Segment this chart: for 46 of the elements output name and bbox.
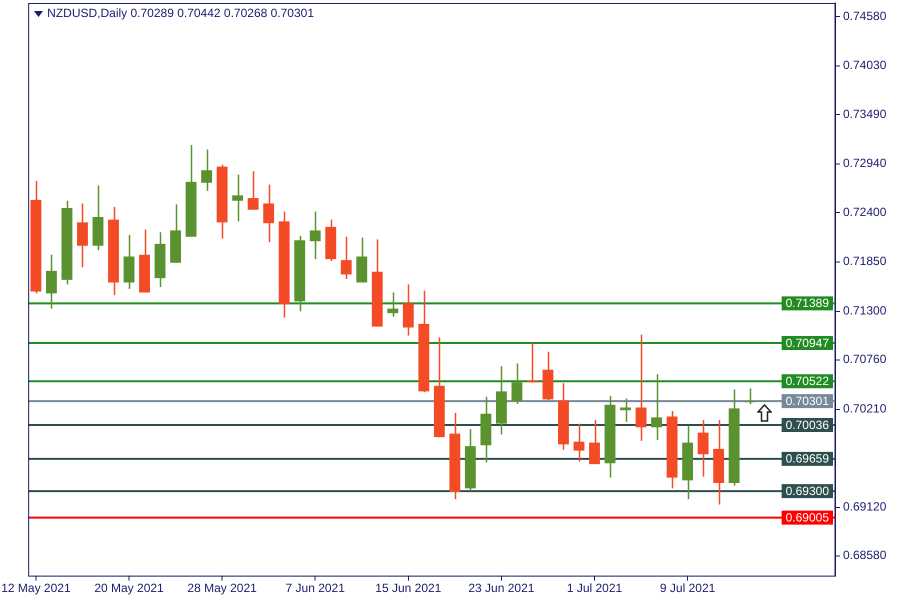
y-tick-label: 0.73490 (843, 106, 887, 121)
x-tick-label: 20 May 2021 (94, 581, 164, 596)
y-tick-label: 0.70760 (843, 352, 887, 366)
chart-title: NZDUSD,Daily 0.70289 0.70442 0.70268 0.70301 (47, 6, 314, 20)
ref-line-label: 0.69300 (786, 484, 830, 498)
x-tick-label: 1 Jul 2021 (566, 581, 623, 596)
x-tick-label: 28 May 2021 (187, 581, 258, 596)
candlestick (636, 334, 646, 442)
candlestick (651, 373, 662, 441)
y-tick-label: 0.68580 (843, 548, 887, 562)
candlestick (232, 174, 244, 222)
ref-line-label: 0.71389 (786, 296, 830, 310)
candlestick (589, 419, 600, 465)
ref-line-label: 0.70301 (786, 394, 830, 408)
candlestick (527, 342, 538, 384)
candlestick (263, 184, 274, 243)
candlestick (340, 236, 352, 280)
y-tick-label: 0.69120 (843, 500, 887, 514)
candlestick (620, 398, 631, 423)
y-tick-label: 0.74580 (843, 8, 887, 23)
candlestick (310, 210, 321, 260)
y-tick-label: 0.72940 (843, 156, 887, 170)
ref-line-label: 0.70522 (786, 374, 830, 388)
ref-line-label: 0.69005 (786, 510, 830, 524)
ref-line-label: 0.70036 (786, 418, 830, 432)
y-tick-label: 0.72400 (843, 204, 887, 219)
ref-line-label: 0.69659 (786, 452, 830, 466)
x-tick-label: 7 Jun 2021 (286, 581, 346, 596)
candlestick (574, 422, 584, 462)
x-tick-label: 12 May 2021 (1, 581, 71, 596)
y-tick-label: 0.71300 (843, 304, 887, 318)
x-tick-label: 15 Jun 2021 (375, 581, 442, 596)
candlestick (744, 388, 756, 405)
candlestick (201, 148, 212, 192)
ref-line-label: 0.70947 (786, 336, 830, 350)
y-tick-label: 0.70210 (843, 402, 887, 416)
candlestick (511, 362, 522, 405)
candlestick (77, 202, 88, 268)
y-tick-label: 0.74030 (843, 58, 887, 72)
candlestick (46, 254, 57, 310)
candlestick (698, 419, 709, 478)
y-tick-label: 0.71850 (843, 254, 887, 268)
x-tick-label: 23 Jun 2021 (468, 581, 535, 596)
candlestick (248, 170, 259, 210)
x-tick-label: 9 Jul 2021 (660, 581, 716, 596)
candlestick (387, 292, 398, 318)
